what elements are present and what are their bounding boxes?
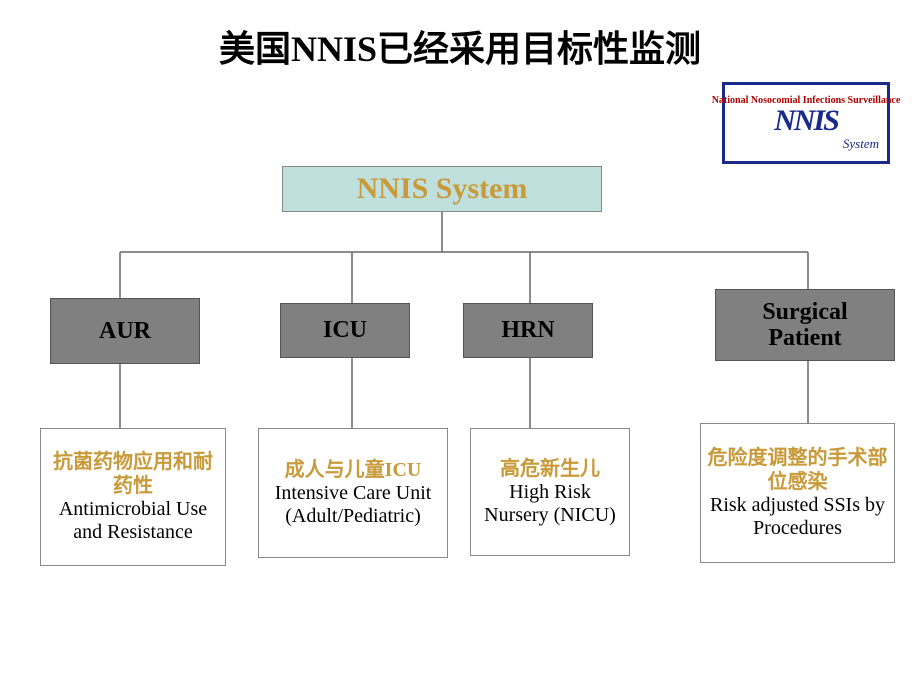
desc-cn: 高危新生儿 <box>500 457 600 481</box>
category-label: HRN <box>501 317 554 343</box>
desc-en: Intensive Care Unit (Adult/Pediatric) <box>263 482 443 528</box>
root-node: NNIS System <box>282 166 602 212</box>
category-box: SurgicalPatient <box>715 289 895 361</box>
category-label: SurgicalPatient <box>762 299 847 352</box>
desc-en: Antimicrobial Use and Resistance <box>45 498 221 544</box>
nnis-logo: National Nosocomial Infections Surveilla… <box>722 82 890 164</box>
category-box: HRN <box>463 303 593 358</box>
desc-cn: 成人与儿童ICU <box>285 458 422 482</box>
description-box: 抗菌药物应用和耐药性Antimicrobial Use and Resistan… <box>40 428 226 566</box>
description-box: 危险度调整的手术部位感染Risk adjusted SSIs by Proced… <box>700 423 895 563</box>
root-label: NNIS System <box>357 172 528 206</box>
slide-title: 美国NNIS已经采用目标性监测 <box>0 20 920 72</box>
category-label: AUR <box>99 318 151 344</box>
description-box: 高危新生儿High Risk Nursery (NICU) <box>470 428 630 556</box>
logo-bottom-text: System <box>843 136 879 152</box>
desc-en: Risk adjusted SSIs by Procedures <box>705 494 890 540</box>
desc-en: High Risk Nursery (NICU) <box>475 481 625 527</box>
category-box: AUR <box>50 298 200 364</box>
desc-cn: 抗菌药物应用和耐药性 <box>45 450 221 498</box>
description-box: 成人与儿童ICUIntensive Care Unit (Adult/Pedia… <box>258 428 448 558</box>
logo-main-text: NNIS <box>774 106 838 136</box>
category-label: ICU <box>323 317 367 343</box>
category-box: ICU <box>280 303 410 358</box>
desc-cn: 危险度调整的手术部位感染 <box>705 446 890 494</box>
